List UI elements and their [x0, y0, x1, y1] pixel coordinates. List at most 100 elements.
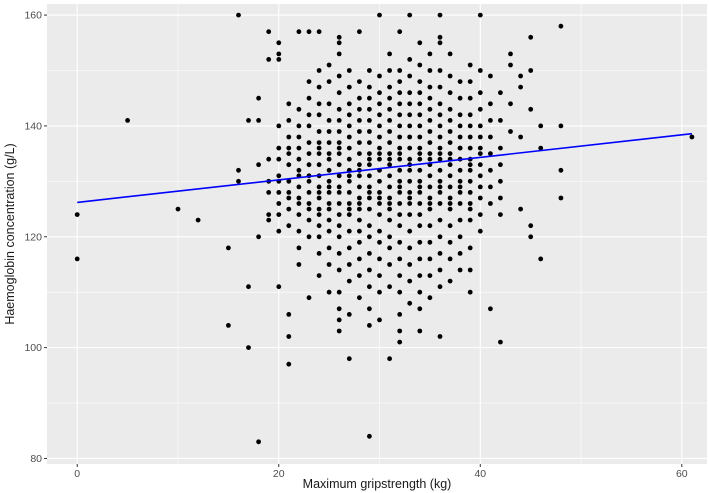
data-point [306, 217, 312, 223]
data-point [357, 140, 362, 146]
data-point [498, 212, 503, 218]
data-point [457, 184, 463, 190]
data-point [326, 245, 332, 251]
data-point [377, 123, 382, 129]
data-point [346, 173, 352, 179]
data-point [397, 178, 403, 184]
data-point [346, 228, 352, 234]
data-point [417, 289, 423, 295]
data-point [437, 217, 443, 223]
data-point [266, 217, 272, 223]
data-point [488, 151, 493, 157]
data-point [276, 190, 282, 195]
data-point [336, 118, 342, 123]
data-point [488, 306, 493, 312]
data-point [427, 256, 433, 262]
x-tick-label: 0 [74, 468, 80, 480]
data-point [387, 106, 392, 112]
data-point [346, 101, 352, 107]
data-point [437, 123, 443, 129]
data-point [397, 123, 403, 129]
data-point [367, 190, 372, 195]
data-point [387, 129, 392, 134]
data-point [437, 40, 443, 46]
data-point [397, 273, 403, 278]
data-point [407, 245, 413, 251]
data-point [326, 178, 332, 184]
data-point [467, 79, 473, 84]
data-point [367, 234, 372, 240]
data-point [286, 118, 292, 123]
data-point [528, 34, 534, 40]
data-point [407, 123, 413, 129]
data-point [316, 162, 322, 168]
data-point [417, 90, 423, 96]
data-point [387, 195, 392, 201]
data-point [346, 123, 352, 129]
data-point [346, 145, 352, 151]
data-point [387, 262, 392, 267]
data-point [326, 228, 332, 234]
data-point [467, 134, 473, 140]
data-point [457, 201, 463, 206]
data-point [427, 184, 433, 190]
data-point [256, 439, 261, 445]
data-point [296, 195, 302, 201]
data-point [447, 184, 453, 190]
data-point [286, 134, 292, 140]
data-point [457, 79, 463, 84]
data-point [457, 251, 463, 256]
data-point [316, 140, 322, 146]
data-point [417, 151, 423, 157]
data-point [306, 178, 312, 184]
data-point [286, 151, 292, 157]
data-point [407, 178, 413, 184]
data-point [377, 256, 382, 262]
data-point [689, 134, 695, 140]
data-point [226, 323, 231, 328]
data-point [296, 184, 302, 190]
data-point [346, 190, 352, 195]
data-point [457, 167, 463, 173]
data-point [427, 273, 433, 278]
data-point [407, 167, 413, 173]
data-point [437, 101, 443, 107]
data-point [357, 201, 362, 206]
data-point [336, 145, 342, 151]
data-point [417, 178, 423, 184]
data-point [508, 62, 513, 68]
data-point [326, 62, 332, 68]
data-point [377, 145, 382, 151]
data-point [498, 339, 503, 345]
data-point [417, 328, 423, 334]
data-point [357, 151, 362, 157]
data-point [236, 167, 241, 173]
data-point [326, 201, 332, 206]
data-point [276, 228, 282, 234]
data-point [558, 167, 564, 173]
data-point [477, 123, 483, 129]
data-point [336, 51, 342, 57]
data-point [326, 129, 332, 134]
data-point [357, 79, 362, 84]
data-point [306, 162, 312, 168]
data-point [296, 123, 302, 129]
data-point [377, 73, 382, 79]
data-point [437, 156, 443, 162]
data-point [286, 145, 292, 151]
trend-line [77, 132, 692, 204]
data-point [477, 184, 483, 190]
data-point [306, 112, 312, 118]
data-point [488, 73, 493, 79]
data-point [387, 118, 392, 123]
data-point [286, 361, 292, 367]
data-point [387, 151, 392, 157]
data-point [367, 223, 372, 229]
data-point [477, 195, 483, 201]
data-point [467, 123, 473, 129]
data-point [326, 79, 332, 84]
data-point [417, 156, 423, 162]
y-tick-label: 80 [30, 453, 42, 465]
data-point [387, 84, 392, 90]
data-point [296, 134, 302, 140]
